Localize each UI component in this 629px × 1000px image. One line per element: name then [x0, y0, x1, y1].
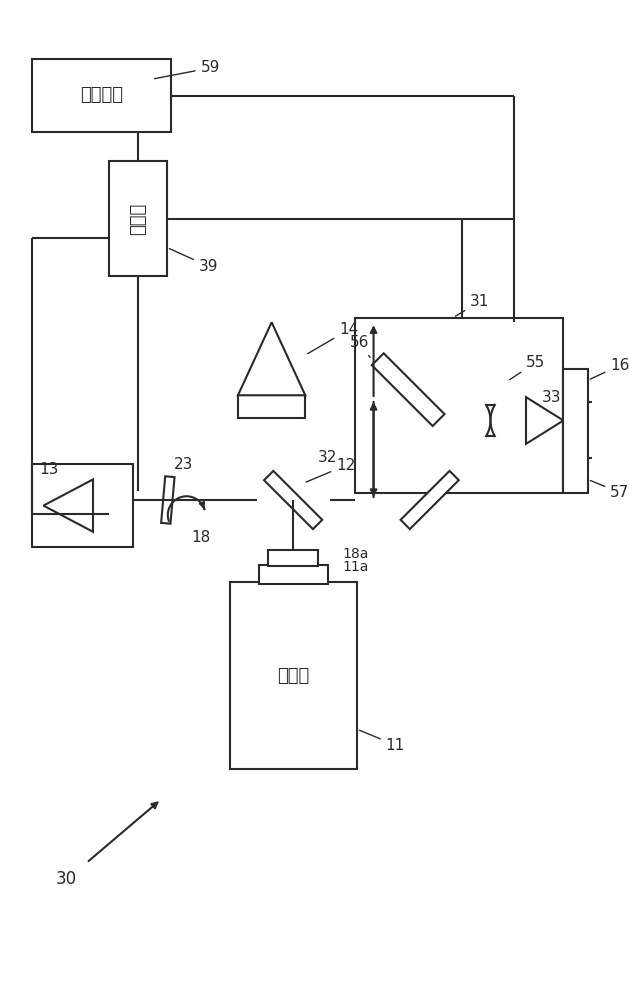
Text: 59: 59: [155, 60, 220, 79]
Polygon shape: [372, 353, 445, 426]
Polygon shape: [43, 479, 93, 532]
Bar: [564, 369, 587, 493]
Bar: [32, 59, 170, 132]
Text: 33: 33: [542, 390, 562, 405]
Polygon shape: [161, 476, 174, 524]
Text: 32: 32: [318, 450, 337, 465]
Text: 23: 23: [174, 457, 194, 472]
Polygon shape: [401, 471, 459, 529]
Text: 13: 13: [40, 462, 59, 477]
Text: 56: 56: [350, 335, 370, 357]
Text: 30: 30: [55, 870, 77, 888]
Bar: [109, 161, 167, 276]
Text: 16: 16: [590, 358, 629, 379]
Polygon shape: [264, 471, 322, 529]
Text: 用户界面: 用户界面: [80, 86, 123, 104]
Text: 55: 55: [509, 355, 545, 380]
Polygon shape: [238, 322, 305, 395]
Polygon shape: [526, 397, 564, 444]
Text: 11a: 11a: [343, 560, 369, 574]
Text: 31: 31: [455, 294, 489, 316]
Bar: [32, 464, 133, 547]
Bar: [230, 582, 357, 769]
Bar: [587, 402, 603, 458]
Bar: [268, 550, 318, 566]
Text: 18: 18: [191, 530, 211, 545]
Text: 激光器: 激光器: [277, 667, 309, 685]
Text: 12: 12: [306, 458, 355, 482]
Text: 控制器: 控制器: [129, 202, 147, 235]
Text: 57: 57: [590, 480, 629, 500]
Bar: [238, 395, 305, 418]
Text: 39: 39: [169, 249, 218, 274]
Text: 11: 11: [359, 730, 405, 753]
Bar: [355, 318, 564, 493]
Text: 18a: 18a: [343, 547, 369, 561]
Bar: [259, 565, 328, 584]
Text: 14: 14: [308, 322, 358, 354]
